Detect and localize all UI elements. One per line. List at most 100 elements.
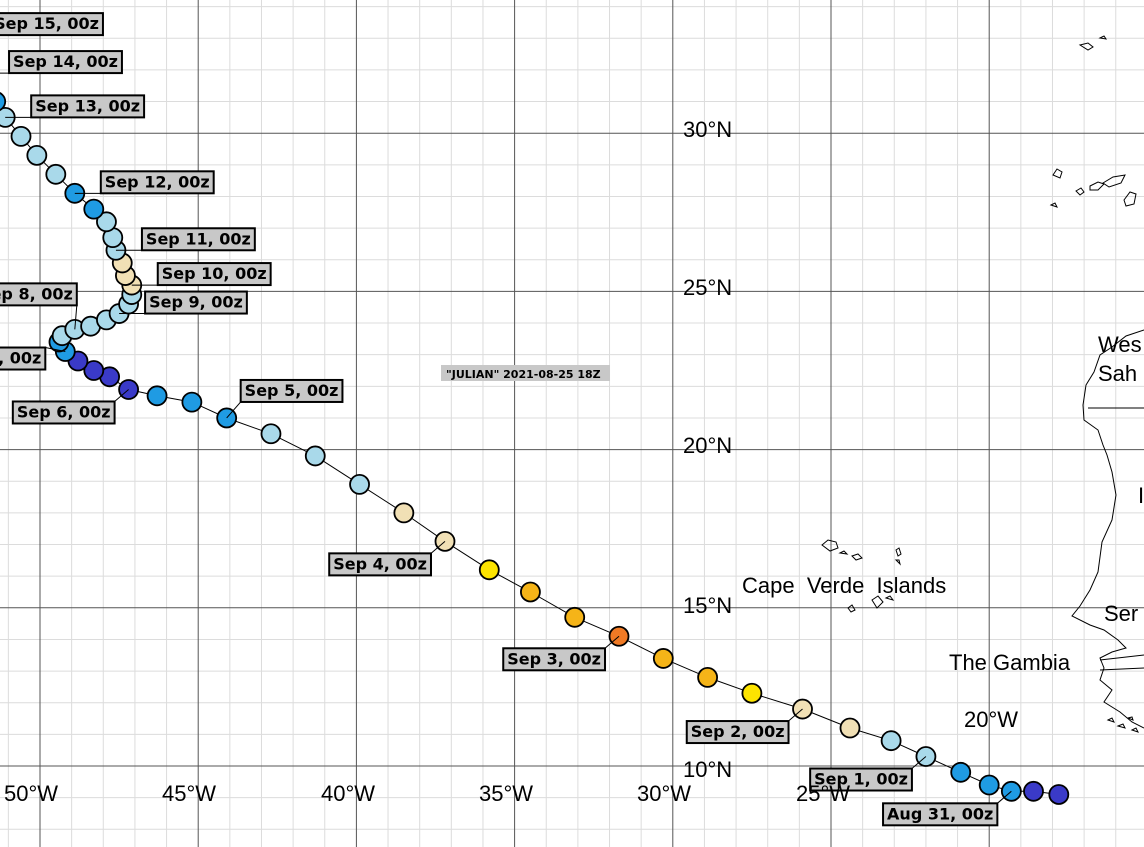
time-label-leader	[114, 389, 129, 402]
time-label-box	[502, 647, 607, 672]
storm-title-background	[441, 365, 610, 381]
track-point	[1048, 784, 1070, 805]
time-label-text: Sep 2, 00z	[691, 722, 785, 741]
time-label: Aug 31, 00z	[882, 790, 1012, 827]
time-label-box	[156, 262, 272, 287]
time-label-box	[809, 767, 913, 792]
time-label: Sep 11, 00z	[115, 227, 256, 252]
time-label-text: Sep 5, 00z	[245, 381, 339, 400]
time-label: Sep 15, 00z	[0, 12, 104, 37]
time-label-leader	[430, 540, 446, 554]
time-label: Sep 8, 00z	[0, 282, 78, 330]
track-point	[393, 502, 415, 524]
time-label: Sep 12, 00z	[74, 170, 215, 195]
madeira-island	[1098, 35, 1108, 40]
time-label-box	[239, 378, 344, 403]
cape-verde-island	[821, 539, 839, 552]
cape-verde-island	[847, 604, 856, 613]
country-label-partial: I	[1138, 483, 1144, 508]
gambia-label: The Gambia	[949, 650, 1071, 675]
time-label-box	[0, 346, 47, 371]
track-point	[520, 581, 541, 603]
longitude-label: 25°W	[796, 781, 850, 806]
track-point	[10, 125, 32, 147]
track-point	[304, 445, 326, 467]
longitude-label: 50°W	[4, 781, 58, 806]
latitude-labels: 10°N 15°N 20°N 25°N 30°N	[683, 117, 732, 782]
madeira-island	[1078, 42, 1094, 51]
time-label-box	[0, 282, 78, 307]
canary-island	[1123, 191, 1137, 207]
time-label-text: Sep 12, 00z	[105, 172, 210, 191]
time-label-box	[882, 802, 999, 827]
time-labels: Aug 31, 00z Sep 1, 00z Sep 2, 00z Sep 3, 00…	[0, 12, 1012, 827]
latitude-label: 15°N	[683, 593, 732, 618]
longitude-label: 35°W	[479, 781, 533, 806]
time-label-leader	[45, 347, 66, 353]
time-label-leader	[226, 401, 242, 419]
time-label-text: Sep 13, 00z	[35, 96, 140, 115]
time-label: Sep 2, 00z	[685, 708, 803, 745]
time-label: Sep 1, 00z	[809, 756, 927, 792]
time-label-text: Sep 3, 00z	[507, 649, 601, 668]
canary-island	[1049, 202, 1058, 208]
longitude-label: 40°W	[321, 781, 375, 806]
latitude-label: 20°N	[683, 433, 732, 458]
time-label: Sep 13, 00z	[5, 94, 146, 119]
western-sahara-label: Sah	[1098, 361, 1137, 386]
land-outlines	[821, 35, 1144, 733]
cape-verde-island	[851, 553, 863, 561]
cape-verde-island	[871, 595, 884, 609]
western-sahara-label: Wes	[1098, 332, 1142, 357]
time-label: Sep 10, 00z	[131, 262, 272, 287]
track-point	[181, 391, 203, 413]
time-label-text: Sep 11, 00z	[146, 229, 251, 248]
track-point	[0, 92, 7, 112]
time-label-box	[328, 552, 432, 577]
track-point	[96, 211, 117, 233]
african-coastline	[1071, 329, 1144, 729]
track-point	[478, 559, 500, 581]
time-label: Sep 9, 00z	[119, 290, 248, 315]
longitude-label: 45°W	[162, 781, 216, 806]
time-label-box	[685, 720, 790, 745]
time-label-text: Aug 31, 00z	[887, 804, 993, 823]
time-label-box	[99, 170, 215, 195]
bissagos-island	[1106, 716, 1139, 733]
track-point	[349, 474, 370, 495]
time-label-leader	[997, 790, 1012, 804]
place-labels: Cape Verde Islands The Gambia Wes Sah Se…	[742, 332, 1144, 675]
time-label-text: Sep 1, 00z	[814, 770, 908, 789]
latitude-label: 25°N	[683, 275, 732, 300]
time-label-box	[8, 50, 123, 75]
time-label-box	[0, 12, 104, 37]
cape-verde-island	[895, 547, 902, 557]
time-label-box	[11, 400, 116, 425]
storm-title-text: "JULIAN" 2021-08-25 18Z	[446, 368, 601, 381]
cape-verde-label: Cape Verde Islands	[742, 573, 946, 598]
time-label-text: Sep 7, 00z	[0, 349, 41, 368]
track-point	[83, 198, 105, 220]
canary-island	[1089, 181, 1105, 191]
track-point	[260, 423, 282, 445]
track-point	[839, 717, 861, 739]
time-label-text: Sep 14, 00z	[13, 52, 118, 71]
time-label: Sep 14, 00z	[0, 50, 123, 75]
time-label-leader	[74, 305, 78, 330]
time-label-text: Sep 4, 00z	[333, 554, 427, 573]
track-point	[564, 606, 586, 628]
gambia-border	[1099, 654, 1144, 671]
track-point	[880, 730, 902, 752]
storm-title: "JULIAN" 2021-08-25 18Z	[441, 365, 610, 381]
time-label-text: Sep 15, 00z	[0, 14, 99, 33]
time-label-box	[30, 94, 146, 119]
time-label: Sep 3, 00z	[502, 635, 620, 672]
cape-verde-island	[838, 550, 849, 555]
time-label-text: Sep 10, 00z	[162, 264, 267, 283]
time-label: Sep 6, 00z	[11, 389, 129, 425]
canary-island	[1075, 187, 1085, 196]
track-point	[45, 163, 67, 185]
cape-verde-island	[894, 559, 901, 566]
track-point	[950, 761, 972, 783]
